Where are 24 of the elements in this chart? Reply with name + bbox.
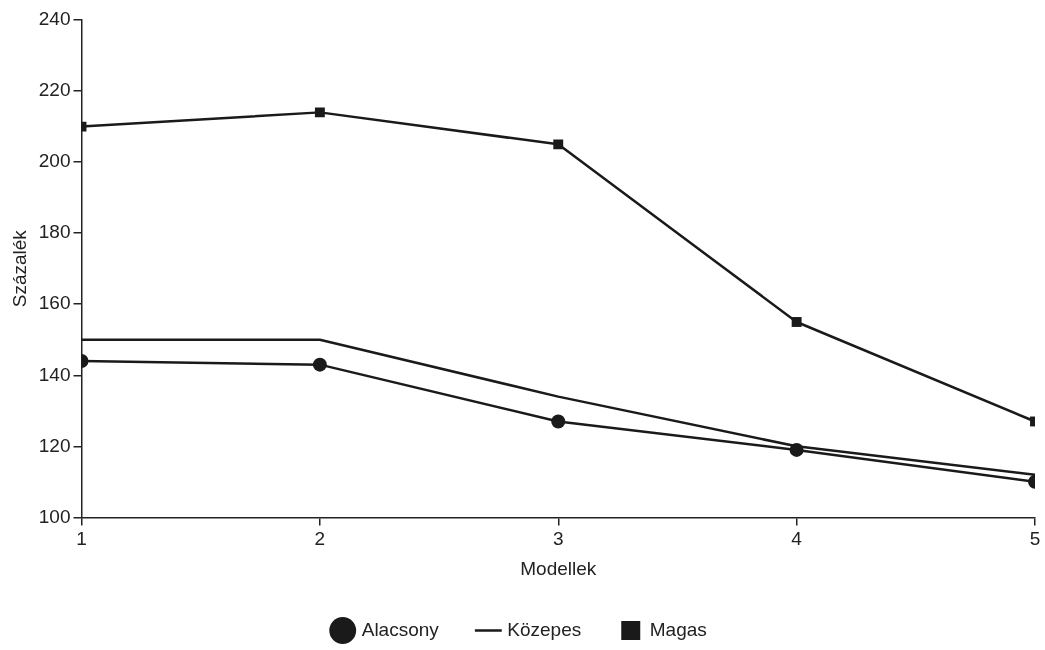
point	[312, 357, 327, 372]
x-tick-label: 2	[314, 528, 326, 550]
y-tick-label: 200	[38, 150, 71, 172]
legend-label: Magas	[649, 618, 707, 640]
y-tick-label: 240	[38, 8, 71, 30]
point	[789, 442, 804, 457]
legend-label: Közepes	[507, 618, 582, 640]
point	[314, 107, 325, 118]
y-tick-label: 180	[38, 221, 71, 243]
x-tick-label: 1	[76, 528, 87, 550]
y-tick-label: 120	[38, 434, 71, 456]
x-tick-label: 5	[1029, 528, 1041, 550]
x-tick-label: 3	[552, 528, 564, 550]
point	[791, 317, 802, 327]
y-tick-label: 220	[38, 79, 71, 101]
y-axis-title: Százalék	[8, 229, 30, 308]
legend-label: Alacsony	[361, 618, 440, 640]
point	[553, 139, 564, 150]
point	[551, 414, 566, 429]
y-tick-label: 140	[38, 363, 71, 385]
x-tick-label: 4	[791, 528, 803, 550]
x-axis-title: Modellek	[520, 557, 597, 579]
y-tick-label: 160	[38, 292, 71, 314]
y-tick-label: 100	[38, 505, 71, 527]
